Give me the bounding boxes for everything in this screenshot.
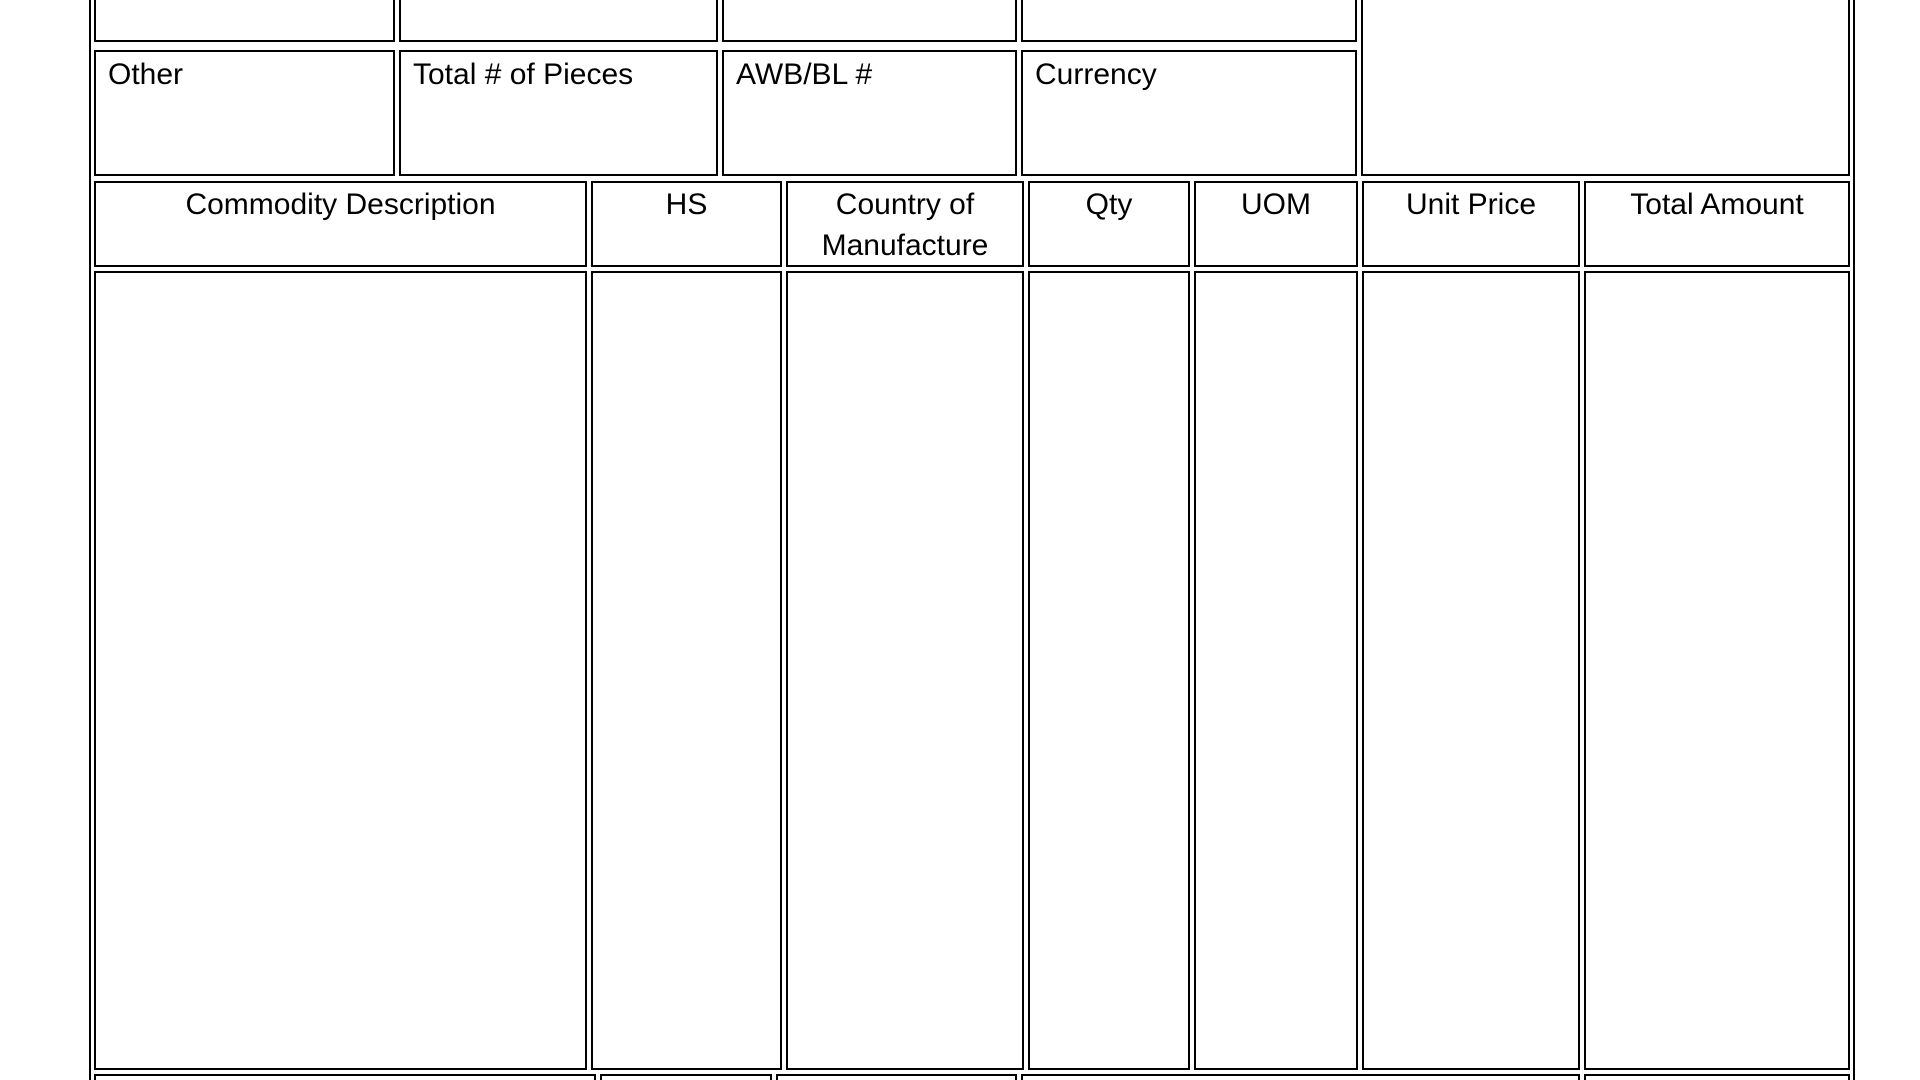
body-unit-price-cell[interactable] bbox=[1362, 271, 1580, 1070]
header-total-amount-label: Total Amount bbox=[1630, 188, 1804, 221]
header-hs-label: HS bbox=[665, 188, 708, 221]
currency-field-label: Currency bbox=[1035, 58, 1157, 91]
body-uom-cell[interactable] bbox=[1194, 271, 1358, 1070]
header-unit-price: Unit Price bbox=[1362, 181, 1580, 267]
cutoff-top-cell-2 bbox=[399, 0, 718, 42]
other-field[interactable]: Other bbox=[94, 50, 395, 176]
header-qty: Qty bbox=[1028, 181, 1190, 267]
cutoff-bottom-cell-2 bbox=[600, 1074, 772, 1080]
cutoff-bottom-cell-5 bbox=[1584, 1074, 1850, 1080]
awb-bl-field[interactable]: AWB/BL # bbox=[722, 50, 1017, 176]
body-country-of-manufacture-cell[interactable] bbox=[786, 271, 1024, 1070]
body-total-amount-cell[interactable] bbox=[1584, 271, 1850, 1070]
body-hs-cell[interactable] bbox=[591, 271, 782, 1070]
table-outer-border-left bbox=[89, 0, 91, 1080]
total-pieces-field[interactable]: Total # of Pieces bbox=[399, 50, 718, 176]
cutoff-bottom-cell-3 bbox=[776, 1074, 1017, 1080]
header-commodity-description-label: Commodity Description bbox=[185, 188, 496, 221]
header-hs: HS bbox=[591, 181, 782, 267]
header-qty-label: Qty bbox=[1085, 188, 1133, 221]
body-commodity-description-cell[interactable] bbox=[94, 271, 587, 1070]
cutoff-bottom-cell-1 bbox=[94, 1074, 596, 1080]
upper-right-empty-field[interactable] bbox=[1361, 0, 1850, 176]
header-uom-label: UOM bbox=[1241, 188, 1311, 221]
cutoff-top-cell-1 bbox=[94, 0, 395, 42]
header-unit-price-label: Unit Price bbox=[1405, 188, 1537, 221]
header-uom: UOM bbox=[1194, 181, 1358, 267]
awb-bl-field-label: AWB/BL # bbox=[736, 58, 873, 91]
currency-field[interactable]: Currency bbox=[1021, 50, 1357, 176]
cutoff-top-cell-4 bbox=[1021, 0, 1357, 42]
header-total-amount: Total Amount bbox=[1584, 181, 1850, 267]
cutoff-top-cell-3 bbox=[722, 0, 1017, 42]
total-pieces-field-label: Total # of Pieces bbox=[413, 58, 634, 91]
cutoff-bottom-cell-4 bbox=[1021, 1074, 1580, 1080]
header-country-of-manufacture-label: Country of Manufacture bbox=[821, 188, 989, 262]
header-country-of-manufacture: Country of Manufacture bbox=[786, 181, 1024, 267]
header-commodity-description: Commodity Description bbox=[94, 181, 587, 267]
table-outer-border-right bbox=[1853, 0, 1855, 1080]
other-field-label: Other bbox=[108, 58, 184, 91]
body-qty-cell[interactable] bbox=[1028, 271, 1190, 1070]
